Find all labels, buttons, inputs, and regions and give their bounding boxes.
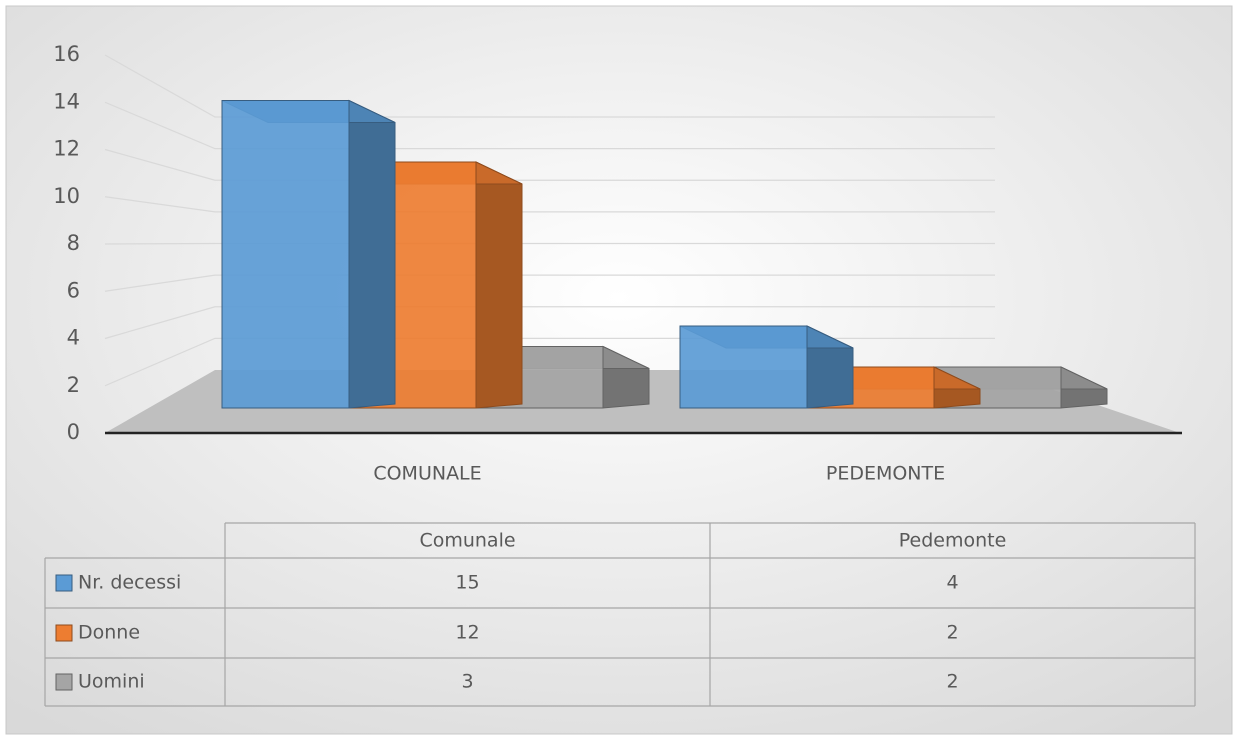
legend-label: Donne xyxy=(78,622,140,644)
table-header: Pedemonte xyxy=(899,530,1007,552)
y-tick-label: 10 xyxy=(53,184,80,208)
grid-line xyxy=(104,196,995,213)
bar-side xyxy=(475,161,523,409)
table-cell: 15 xyxy=(455,572,479,594)
grid-line xyxy=(104,242,995,245)
bar-side xyxy=(348,99,396,409)
table-cell: 2 xyxy=(946,622,958,644)
grid-line xyxy=(104,274,995,292)
legend-label: Uomini xyxy=(78,671,145,693)
table-cell: 2 xyxy=(946,671,958,693)
y-tick-label: 6 xyxy=(67,278,80,302)
y-tick-label: 0 xyxy=(67,420,80,444)
x-tick-label: PEDEMONTE xyxy=(826,463,945,485)
bar xyxy=(679,325,808,409)
y-tick-label: 12 xyxy=(53,137,80,161)
grid-line xyxy=(104,101,995,150)
grid-line xyxy=(104,306,995,340)
y-tick-label: 8 xyxy=(67,231,80,255)
grid-line xyxy=(104,148,995,181)
table-cell: 3 xyxy=(461,671,473,693)
x-tick-label: COMUNALE xyxy=(373,463,481,485)
legend-swatch xyxy=(55,673,73,691)
y-tick-label: 16 xyxy=(53,42,80,66)
table-header: Comunale xyxy=(419,530,515,552)
legend-swatch xyxy=(55,574,73,592)
table-cell: 12 xyxy=(455,622,479,644)
legend-label: Nr. decessi xyxy=(78,572,181,594)
table-cell: 4 xyxy=(946,572,958,594)
y-tick-label: 14 xyxy=(53,89,80,113)
bar xyxy=(221,100,350,409)
y-tick-label: 2 xyxy=(67,373,80,397)
grid-line xyxy=(104,54,995,118)
legend-swatch xyxy=(55,624,73,642)
y-tick-label: 4 xyxy=(67,326,80,350)
